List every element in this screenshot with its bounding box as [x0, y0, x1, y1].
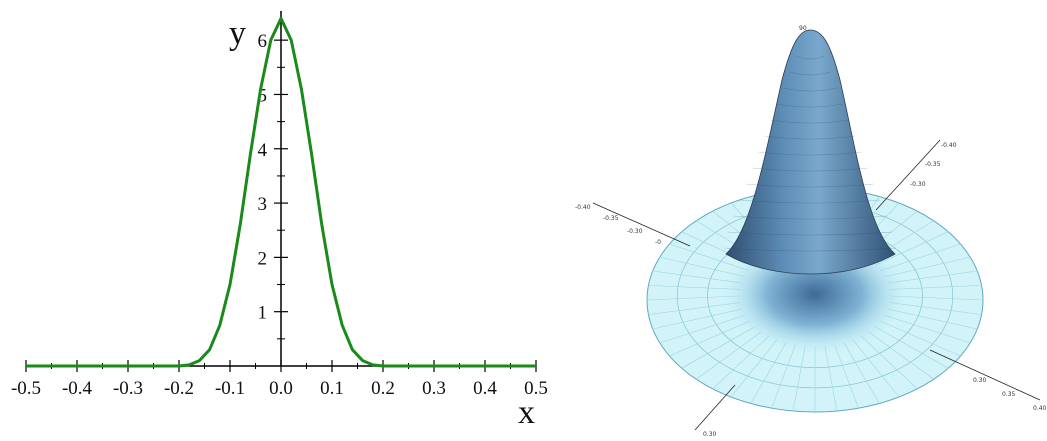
axis3-tick-label: 0.40	[1033, 405, 1047, 412]
axis3-tick-label: 0.35	[1002, 391, 1016, 398]
surface-mesh-line	[746, 183, 874, 188]
series-line	[26, 16, 536, 368]
surface-peak	[725, 29, 896, 275]
peak-tick-label: 90	[799, 25, 807, 32]
surface-mesh-line	[764, 135, 856, 140]
axes	[26, 11, 536, 367]
axis3-tick-label: 0.30	[973, 377, 987, 384]
axis2-tick-label: -0.35	[925, 161, 941, 168]
disc-spoke	[834, 344, 859, 409]
axis-left	[592, 202, 691, 247]
surface-plot: -0.40 -0.35 -0.30 -0 -0.40 -0.35 -0.30 0.30 0.35…	[575, 25, 1047, 438]
surface-mesh-line	[758, 151, 862, 156]
disc-spoke	[852, 339, 900, 398]
surface-mesh-line	[795, 55, 825, 60]
axis4-tick-label: 0.30	[703, 431, 717, 438]
y-tick-label: 4	[258, 140, 268, 161]
y-tick-label: 2	[258, 248, 268, 269]
line-plot: -0.5 -0.4 -0.3 -0.2 -0.1 0.0 0.1 0.2 0.3 0.4 0.5 1 2…	[11, 11, 548, 431]
disc-spoke	[824, 345, 838, 412]
y-tick-label: 6	[258, 31, 268, 52]
surface-mesh-line	[733, 215, 887, 220]
x-tick-label: -0.1	[215, 378, 245, 399]
surface-mesh-line	[789, 71, 831, 76]
axis1-tick-label: -0.40	[575, 204, 591, 211]
gaussian-surface	[723, 29, 897, 275]
disc-spoke	[730, 339, 778, 398]
x-tick-label: 0.5	[524, 378, 548, 399]
x-tick-label: -0.2	[164, 378, 194, 399]
axis1-tick-label: -0.30	[627, 228, 643, 235]
disc-spoke	[750, 342, 787, 404]
y-tick-label: 3	[258, 194, 268, 215]
y-tick-label: 5	[258, 85, 268, 106]
x-tick-label: -0.5	[11, 378, 41, 399]
x-tick-label: 0.1	[320, 378, 344, 399]
disc-spoke	[712, 335, 770, 390]
disc-spoke	[843, 342, 880, 404]
x-tick-label: -0.3	[113, 378, 143, 399]
axis2-tick-label: -0.30	[910, 181, 926, 188]
surface-mesh-line	[777, 103, 843, 108]
x-tick-label: 0.3	[422, 378, 446, 399]
x-tick-label: 0.2	[371, 378, 395, 399]
axis-lower-left	[694, 384, 736, 431]
axis1-tick-label: -0	[655, 239, 661, 246]
disc-spoke	[771, 344, 796, 409]
ticks: -0.5 -0.4 -0.3 -0.2 -0.1 0.0 0.1 0.2 0.3 0.4 0.5 1 2…	[11, 31, 548, 399]
axis-lower-right	[929, 349, 1041, 401]
surface-mesh-line	[727, 231, 893, 236]
surface-mesh-line	[739, 199, 881, 204]
x-tick-label: 0.4	[473, 378, 497, 399]
disc-spoke	[860, 335, 918, 390]
surface-mesh-line	[752, 167, 868, 172]
x-tick-label: -0.4	[62, 378, 93, 399]
axis-upper-right	[875, 139, 941, 211]
y-axis-title: y	[229, 15, 246, 52]
curve-series	[26, 16, 536, 368]
axis2-tick-label: -0.40	[941, 142, 957, 149]
axes-3d: -0.40 -0.35 -0.30 -0 -0.40 -0.35 -0.30 0.30 0.35…	[575, 139, 1047, 438]
x-tick-label: 0.0	[269, 378, 293, 399]
x-axis-title: x	[518, 394, 535, 431]
y-tick-label: 1	[258, 303, 268, 324]
surface-mesh-line	[770, 119, 850, 124]
axis1-tick-label: -0.35	[603, 215, 619, 222]
disc-spoke	[792, 345, 806, 412]
surface-mesh-line	[723, 247, 897, 252]
surface-mesh-line	[783, 87, 837, 92]
